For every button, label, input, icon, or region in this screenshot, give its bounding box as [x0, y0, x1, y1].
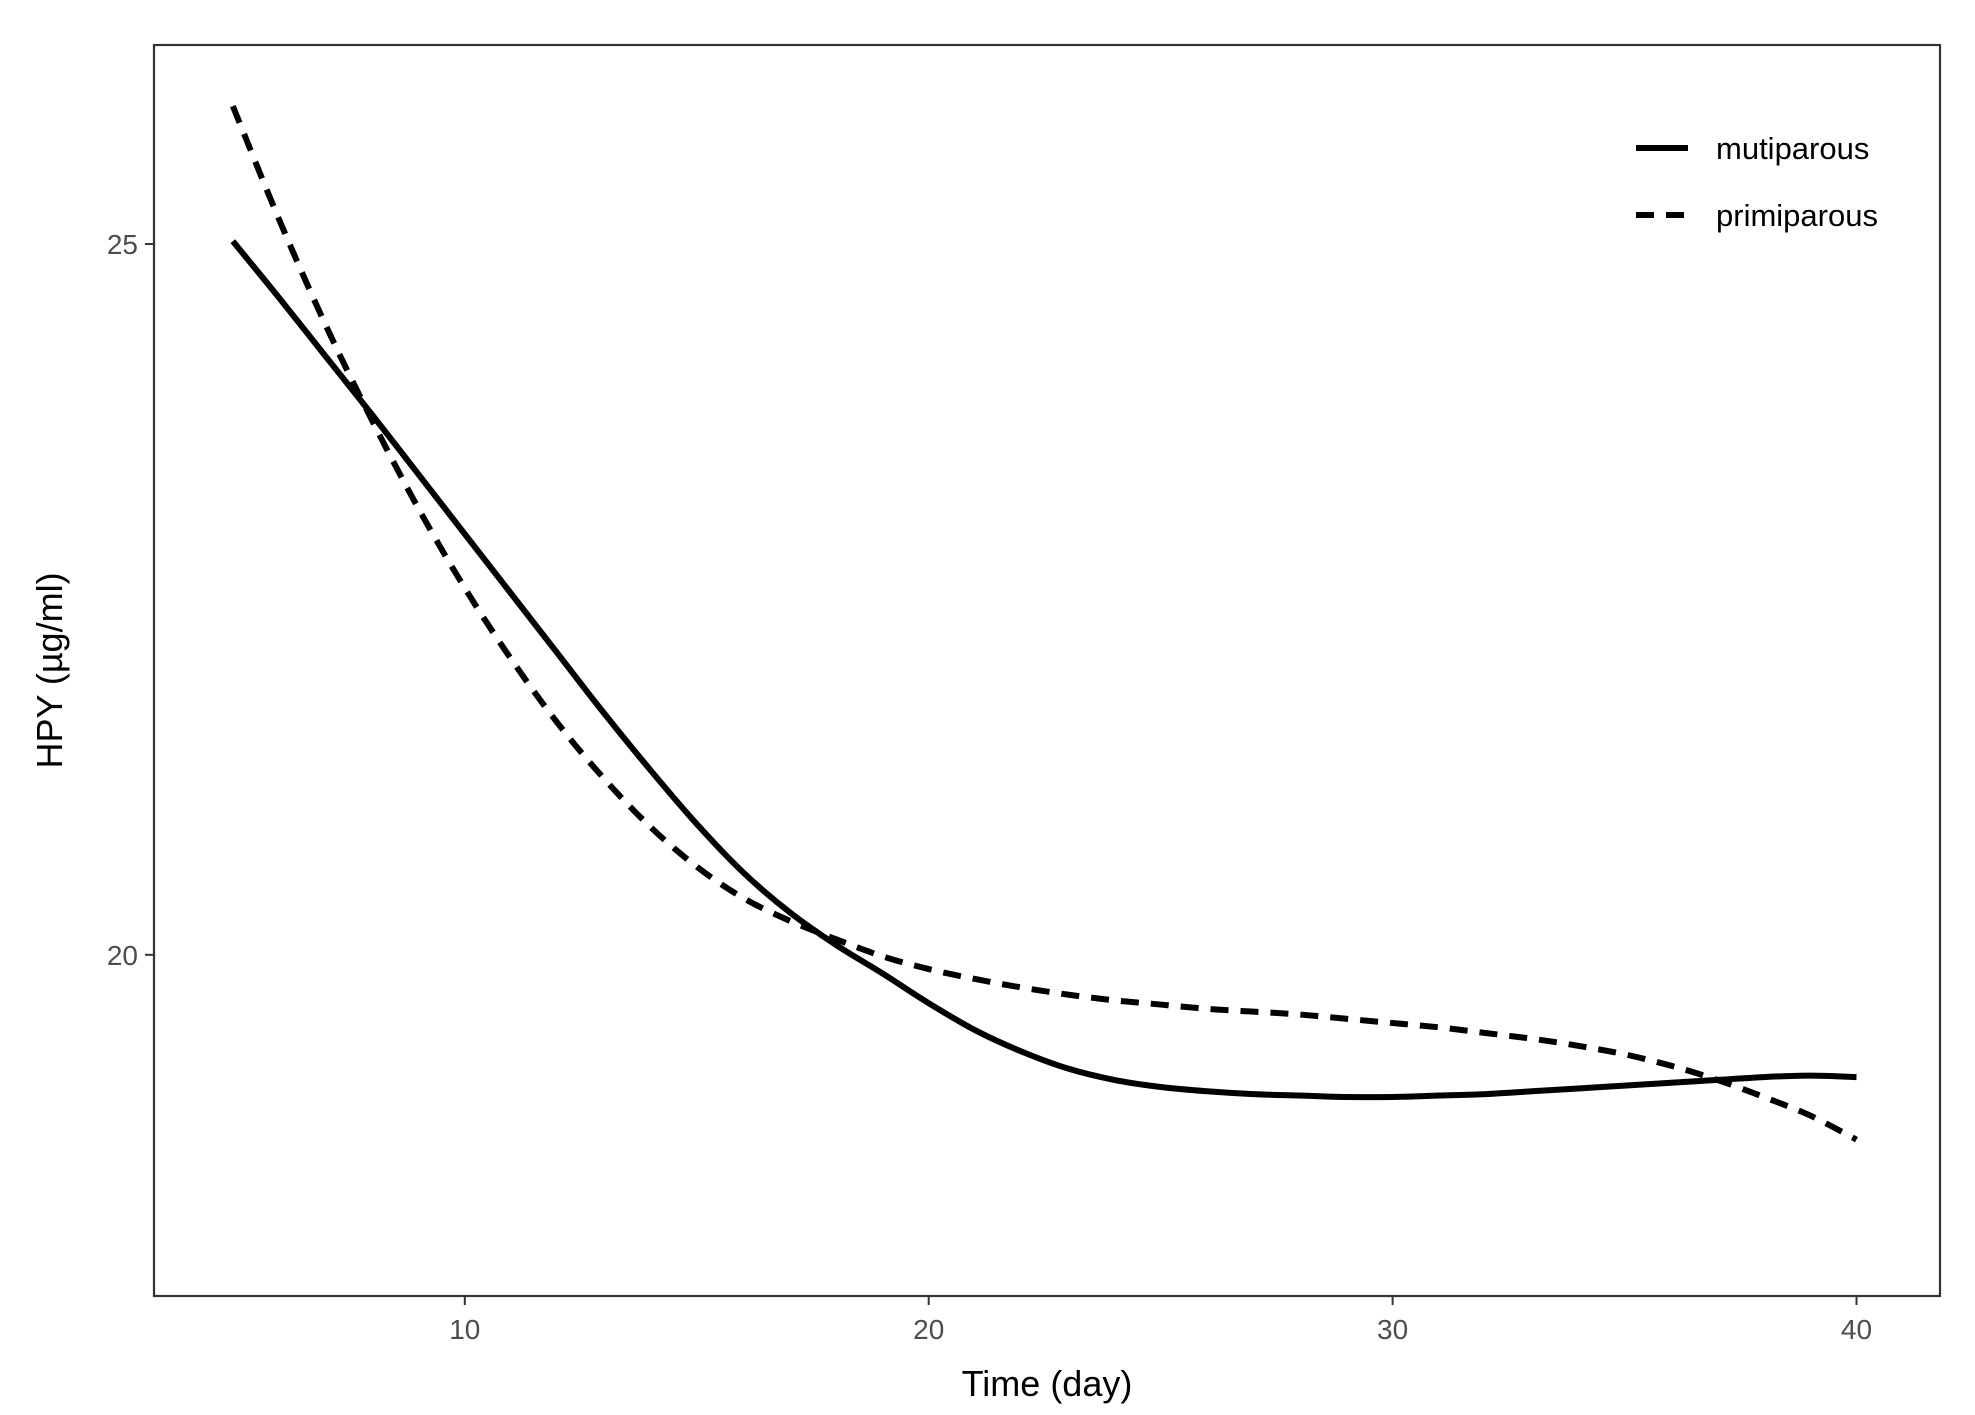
plot-panel-border [152, 43, 1942, 1298]
y-tick-label: 25 [107, 229, 138, 260]
y-tick-label: 20 [107, 940, 138, 971]
x-axis-title: Time (day) [962, 1363, 1133, 1404]
x-tick-label: 20 [913, 1314, 944, 1345]
series-line-mutiparous [230, 239, 1857, 1101]
x-axis: 10 20 30 40 [449, 1296, 1872, 1345]
x-tick-label: 30 [1377, 1314, 1408, 1345]
y-axis-title: HPY (µg/ml) [29, 572, 70, 768]
legend-label-mutiparous: mutiparous [1716, 131, 1869, 166]
series-line-primiparous [230, 104, 1858, 1143]
legend: mutiparous primiparous [1636, 131, 1878, 233]
series-layer [230, 104, 1858, 1143]
x-tick-label: 40 [1841, 1314, 1872, 1345]
x-tick-label: 10 [449, 1314, 480, 1345]
legend-label-primiparous: primiparous [1716, 198, 1878, 233]
